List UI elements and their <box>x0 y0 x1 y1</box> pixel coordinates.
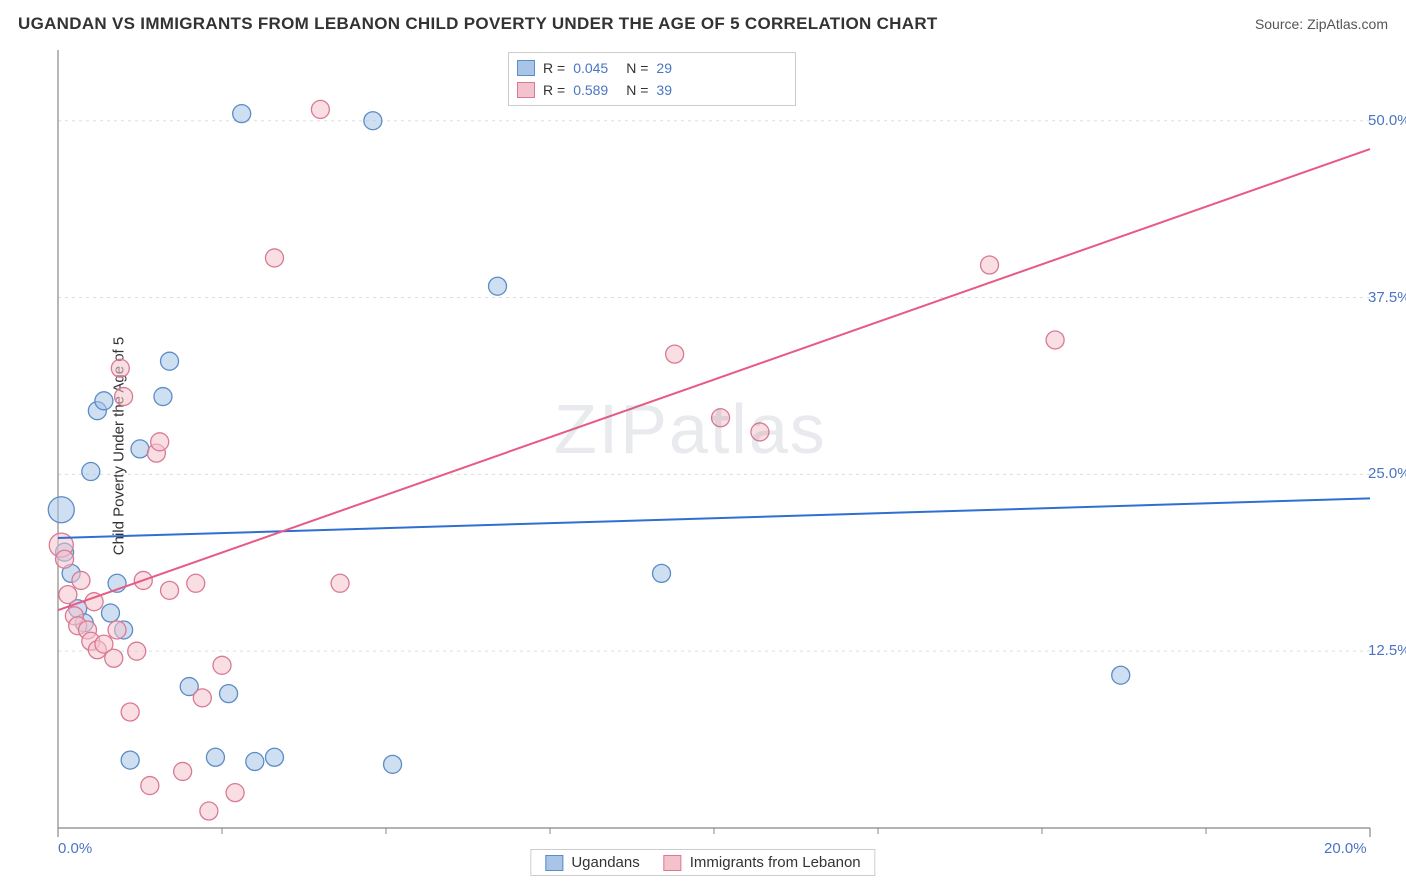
y-tick-label: 50.0% <box>1368 112 1406 129</box>
series-1-swatch <box>517 82 535 98</box>
series-0-swatch <box>545 855 563 871</box>
series-0-n-value: 29 <box>656 57 672 79</box>
y-tick-label: 37.5% <box>1368 289 1406 306</box>
series-1-r-value: 0.589 <box>573 79 608 101</box>
x-tick-label: 20.0% <box>1324 840 1367 857</box>
legend-item-series-1: Immigrants from Lebanon <box>664 854 861 871</box>
trend-lines <box>58 149 1370 610</box>
series-0-swatch <box>517 60 535 76</box>
grid-lines <box>58 121 1370 651</box>
stats-row-series-1: R = 0.589 N = 39 <box>517 79 787 101</box>
axes <box>58 50 1370 837</box>
series-0-name: Ugandans <box>571 854 639 871</box>
stats-row-series-0: R = 0.045 N = 29 <box>517 57 787 79</box>
series-1-n-value: 39 <box>656 79 672 101</box>
y-tick-label: 25.0% <box>1368 465 1406 482</box>
correlation-scatter-chart <box>0 0 1406 892</box>
series-1-name: Immigrants from Lebanon <box>690 854 861 871</box>
n-label: N = <box>626 57 648 79</box>
series-1-swatch <box>664 855 682 871</box>
legend-item-series-0: Ugandans <box>545 854 639 871</box>
x-tick-label: 0.0% <box>58 840 92 857</box>
series-0-r-value: 0.045 <box>573 57 608 79</box>
r-label: R = <box>543 57 565 79</box>
r-label: R = <box>543 79 565 101</box>
stats-legend: R = 0.045 N = 29 R = 0.589 N = 39 <box>508 52 796 106</box>
series-legend: Ugandans Immigrants from Lebanon <box>530 849 875 876</box>
y-tick-label: 12.5% <box>1368 642 1406 659</box>
n-label: N = <box>626 79 648 101</box>
data-points <box>48 100 1129 820</box>
